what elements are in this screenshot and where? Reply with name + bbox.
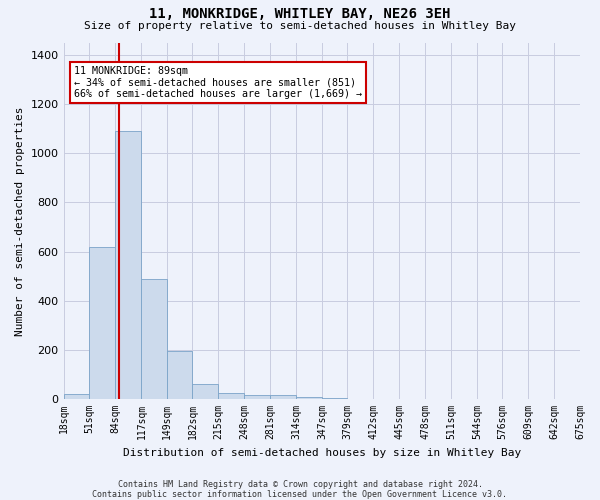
Bar bbox=[142, 278, 167, 399]
Bar bbox=[115, 131, 142, 399]
Text: Size of property relative to semi-detached houses in Whitley Bay: Size of property relative to semi-detach… bbox=[84, 21, 516, 31]
Bar bbox=[244, 396, 270, 399]
Y-axis label: Number of semi-detached properties: Number of semi-detached properties bbox=[15, 106, 25, 336]
Bar bbox=[296, 396, 322, 399]
X-axis label: Distribution of semi-detached houses by size in Whitley Bay: Distribution of semi-detached houses by … bbox=[122, 448, 521, 458]
Bar bbox=[322, 398, 347, 399]
Bar bbox=[89, 246, 115, 399]
Bar bbox=[270, 396, 296, 399]
Text: 11, MONKRIDGE, WHITLEY BAY, NE26 3EH: 11, MONKRIDGE, WHITLEY BAY, NE26 3EH bbox=[149, 8, 451, 22]
Bar bbox=[64, 394, 89, 399]
Text: 11 MONKRIDGE: 89sqm
← 34% of semi-detached houses are smaller (851)
66% of semi-: 11 MONKRIDGE: 89sqm ← 34% of semi-detach… bbox=[74, 66, 362, 99]
Text: Contains HM Land Registry data © Crown copyright and database right 2024.
Contai: Contains HM Land Registry data © Crown c… bbox=[92, 480, 508, 499]
Bar bbox=[193, 384, 218, 399]
Bar bbox=[167, 351, 193, 399]
Bar bbox=[218, 393, 244, 399]
